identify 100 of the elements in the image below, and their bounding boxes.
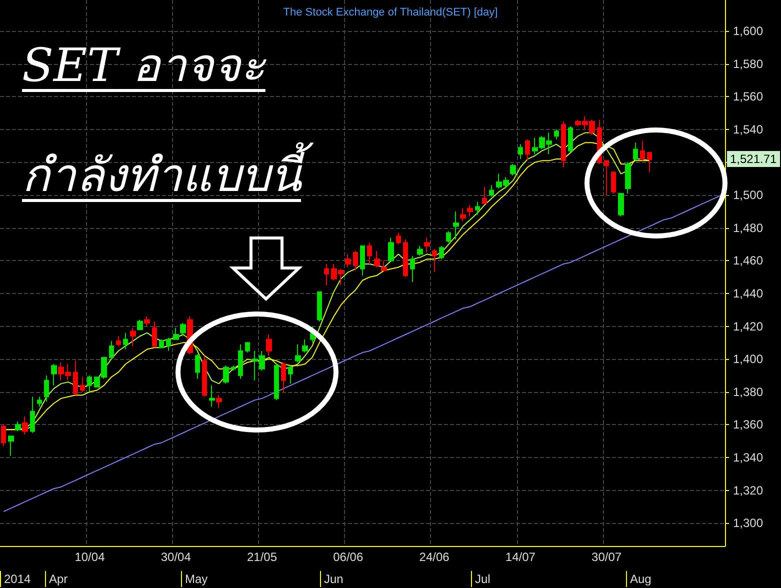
text: 2014	[0, 571, 31, 587]
y-tick-label: 1,400	[733, 352, 764, 366]
candlestick	[554, 129, 559, 140]
y-tick-label: 1,420	[733, 319, 764, 334]
y-tick-label: 1,600	[733, 24, 764, 38]
candlestick	[8, 436, 14, 456]
candlestick	[489, 184, 494, 198]
candlestick	[475, 201, 480, 216]
candlestick	[44, 374, 49, 402]
candlestick	[202, 355, 207, 398]
candlestick	[1, 424, 6, 446]
candlestick	[30, 396, 35, 434]
x-tick-label: 30/07	[592, 550, 622, 564]
candlestick	[360, 245, 365, 276]
candlestick	[482, 186, 487, 204]
candlestick	[460, 208, 466, 222]
candlestick	[266, 334, 272, 356]
y-tick-label: 1,320	[733, 483, 764, 498]
candlestick	[518, 144, 523, 160]
candlestick	[424, 237, 430, 254]
candlestick	[22, 416, 28, 436]
candlestick	[116, 336, 121, 346]
candlestick	[51, 364, 57, 386]
y-tick-label: 1,500	[733, 188, 764, 202]
candlestick	[604, 160, 609, 196]
candlestick	[633, 142, 638, 162]
candlestick	[345, 254, 351, 268]
y-tick-label: 1,460	[733, 254, 764, 268]
candlestick	[647, 152, 652, 173]
candlestick	[223, 365, 229, 384]
y-tick-label: 1,560	[733, 90, 764, 104]
candlestick	[453, 211, 459, 240]
text: Jun	[320, 571, 344, 587]
annotation: SET อาจจะ	[22, 38, 266, 92]
candlestick	[611, 172, 616, 194]
candlestick	[510, 163, 516, 176]
candlestick	[525, 138, 530, 162]
candlestick	[640, 140, 645, 162]
candlestick	[137, 319, 143, 330]
candlestick	[195, 354, 200, 380]
candlestick	[302, 338, 308, 354]
y-tick-label: 1,440	[733, 286, 764, 300]
candlestick	[152, 320, 157, 348]
candlestick	[403, 238, 408, 278]
candlestick	[388, 237, 394, 262]
candlestick	[439, 245, 444, 260]
x-tick-label: 06/06	[333, 550, 364, 564]
x-tick-label: 14/07	[505, 550, 536, 564]
candlestick	[15, 420, 21, 432]
candlestick	[317, 291, 322, 322]
candlestick	[432, 248, 437, 273]
candlestick	[367, 242, 372, 264]
candlestick	[417, 245, 423, 256]
candlestick	[618, 192, 624, 217]
text: Jul	[471, 571, 490, 587]
candlestick	[216, 394, 222, 409]
y-tick-label: 1,580	[733, 56, 764, 71]
text: Aug	[626, 571, 652, 587]
candlestick	[381, 260, 387, 272]
x-tick-label: 21/05	[246, 550, 278, 564]
line-series	[3, 194, 722, 512]
candlestick	[37, 396, 42, 408]
candlestick	[446, 230, 451, 244]
y-tick-label: 1,480	[733, 220, 764, 235]
text: Apr	[45, 571, 68, 587]
x-tick-label: 10/04	[74, 550, 106, 564]
candlestick	[281, 362, 286, 392]
candlestick	[231, 365, 236, 372]
candlestick	[87, 374, 92, 392]
candlestick	[144, 316, 150, 327]
y-tick-label: 1,540	[733, 122, 764, 137]
candlestick	[561, 120, 566, 168]
candlestick	[123, 332, 128, 350]
candlestick	[295, 344, 301, 363]
x-tick-label: 30/04	[160, 550, 192, 564]
candlestick	[73, 360, 78, 396]
candlestick	[274, 364, 279, 401]
candlestick	[173, 327, 179, 340]
candlestick	[209, 384, 215, 408]
x-tick-label: 24/06	[419, 550, 450, 564]
y-tick-label: 1,340	[733, 450, 764, 464]
candlestick	[166, 337, 171, 352]
candlestick	[396, 232, 401, 245]
candlestick	[374, 250, 380, 268]
text: The Stock Exchange of Thailand(SET) [day]	[283, 6, 498, 18]
candlestick	[568, 126, 573, 153]
candlestick	[467, 204, 473, 217]
candlestick	[130, 327, 136, 346]
y-tick-label: 1,380	[733, 384, 764, 399]
candlestick	[180, 322, 186, 337]
candlestick	[159, 338, 164, 348]
candlestick	[109, 340, 114, 360]
candlestick	[625, 162, 631, 194]
candlestick	[245, 342, 250, 354]
y-tick-label: 1,360	[733, 418, 764, 432]
candlestick	[80, 376, 85, 392]
candlestick	[288, 365, 293, 384]
candlestick	[324, 263, 329, 286]
candlestick	[353, 250, 358, 272]
text: May	[181, 571, 208, 587]
